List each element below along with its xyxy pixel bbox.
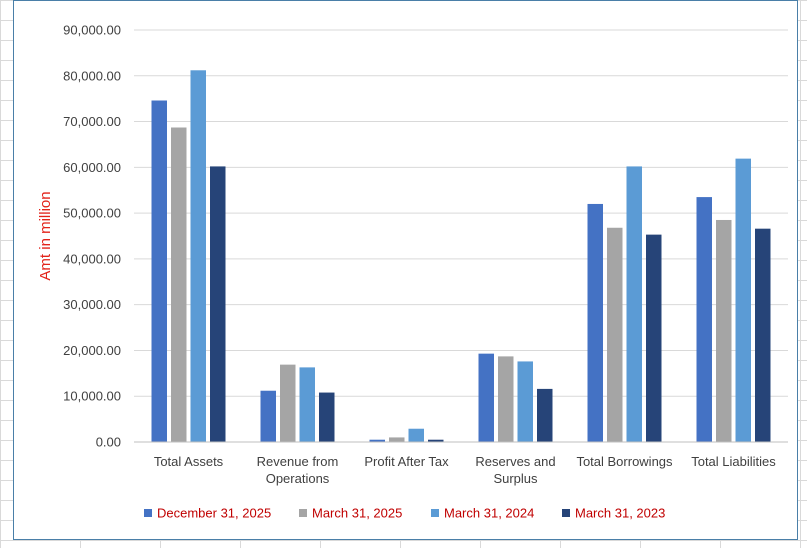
bar[interactable] — [151, 100, 168, 443]
x-category-label: Total Borrowings — [576, 454, 673, 469]
bar-chart: 0.00 10,000.00 20,000.00 30,000.00 40,000.00… — [37, 23, 788, 521]
legend-swatch — [431, 509, 439, 517]
y-tick-label: 70,000.00 — [63, 114, 121, 129]
legend-swatch — [299, 509, 307, 517]
y-tick-label: 40,000.00 — [63, 251, 121, 266]
y-tick-label: 80,000.00 — [63, 68, 121, 83]
bar[interactable] — [626, 166, 643, 442]
bar[interactable] — [646, 234, 662, 442]
bar[interactable] — [299, 367, 316, 442]
bar[interactable] — [537, 388, 553, 442]
y-tick-label: 60,000.00 — [63, 160, 121, 175]
legend-swatch — [144, 509, 152, 517]
legend-label: December 31, 2025 — [157, 506, 271, 521]
bar[interactable] — [735, 158, 752, 442]
legend-label: March 31, 2024 — [444, 506, 534, 521]
legend-item[interactable]: March 31, 2025 — [299, 506, 402, 521]
bar[interactable] — [755, 228, 771, 442]
bars — [151, 70, 771, 443]
x-category-label: Total Liabilities — [691, 454, 776, 469]
bar[interactable] — [319, 392, 335, 442]
bar[interactable] — [498, 356, 514, 442]
legend-item[interactable]: December 31, 2025 — [144, 506, 271, 521]
y-axis-ticks: 0.00 10,000.00 20,000.00 30,000.00 40,000.00… — [63, 23, 121, 450]
bar[interactable] — [587, 203, 604, 442]
y-tick-label: 90,000.00 — [63, 23, 121, 38]
bar[interactable] — [696, 197, 713, 442]
x-category-label: Total Assets — [154, 454, 224, 469]
x-category-label: Reserves and Surplus — [475, 454, 555, 486]
bar[interactable] — [190, 70, 207, 442]
bar[interactable] — [428, 439, 444, 442]
y-tick-label: 30,000.00 — [63, 297, 121, 312]
bar[interactable] — [369, 439, 386, 442]
y-axis-title: Amt in million — [37, 191, 54, 280]
gridlines — [134, 29, 788, 397]
category-labels: Total Assets Revenue from Operations Profit… — [154, 454, 776, 486]
x-category-label: Profit After Tax — [364, 454, 449, 469]
bar[interactable] — [517, 361, 534, 442]
bar[interactable] — [260, 390, 277, 442]
legend-label: March 31, 2025 — [312, 506, 402, 521]
y-tick-label: 0.00 — [96, 435, 121, 450]
bar[interactable] — [280, 364, 296, 442]
bar[interactable] — [607, 227, 623, 442]
y-tick-label: 50,000.00 — [63, 206, 121, 221]
legend-label: March 31, 2023 — [575, 506, 665, 521]
bar[interactable] — [478, 353, 495, 442]
legend-swatch — [562, 509, 570, 517]
legend[interactable]: December 31, 2025 March 31, 2025 March 31,… — [144, 506, 665, 521]
bar[interactable] — [210, 166, 226, 442]
bar[interactable] — [389, 437, 405, 442]
y-tick-label: 20,000.00 — [63, 343, 121, 358]
y-tick-label: 10,000.00 — [63, 389, 121, 404]
legend-item[interactable]: March 31, 2024 — [431, 506, 534, 521]
x-category-label: Revenue from Operations — [257, 454, 339, 486]
legend-item[interactable]: March 31, 2023 — [562, 506, 665, 521]
chart-frame: 0.00 10,000.00 20,000.00 30,000.00 40,000.00… — [13, 0, 798, 540]
bar[interactable] — [408, 428, 425, 442]
bar[interactable] — [716, 219, 732, 442]
bar[interactable] — [171, 127, 187, 443]
